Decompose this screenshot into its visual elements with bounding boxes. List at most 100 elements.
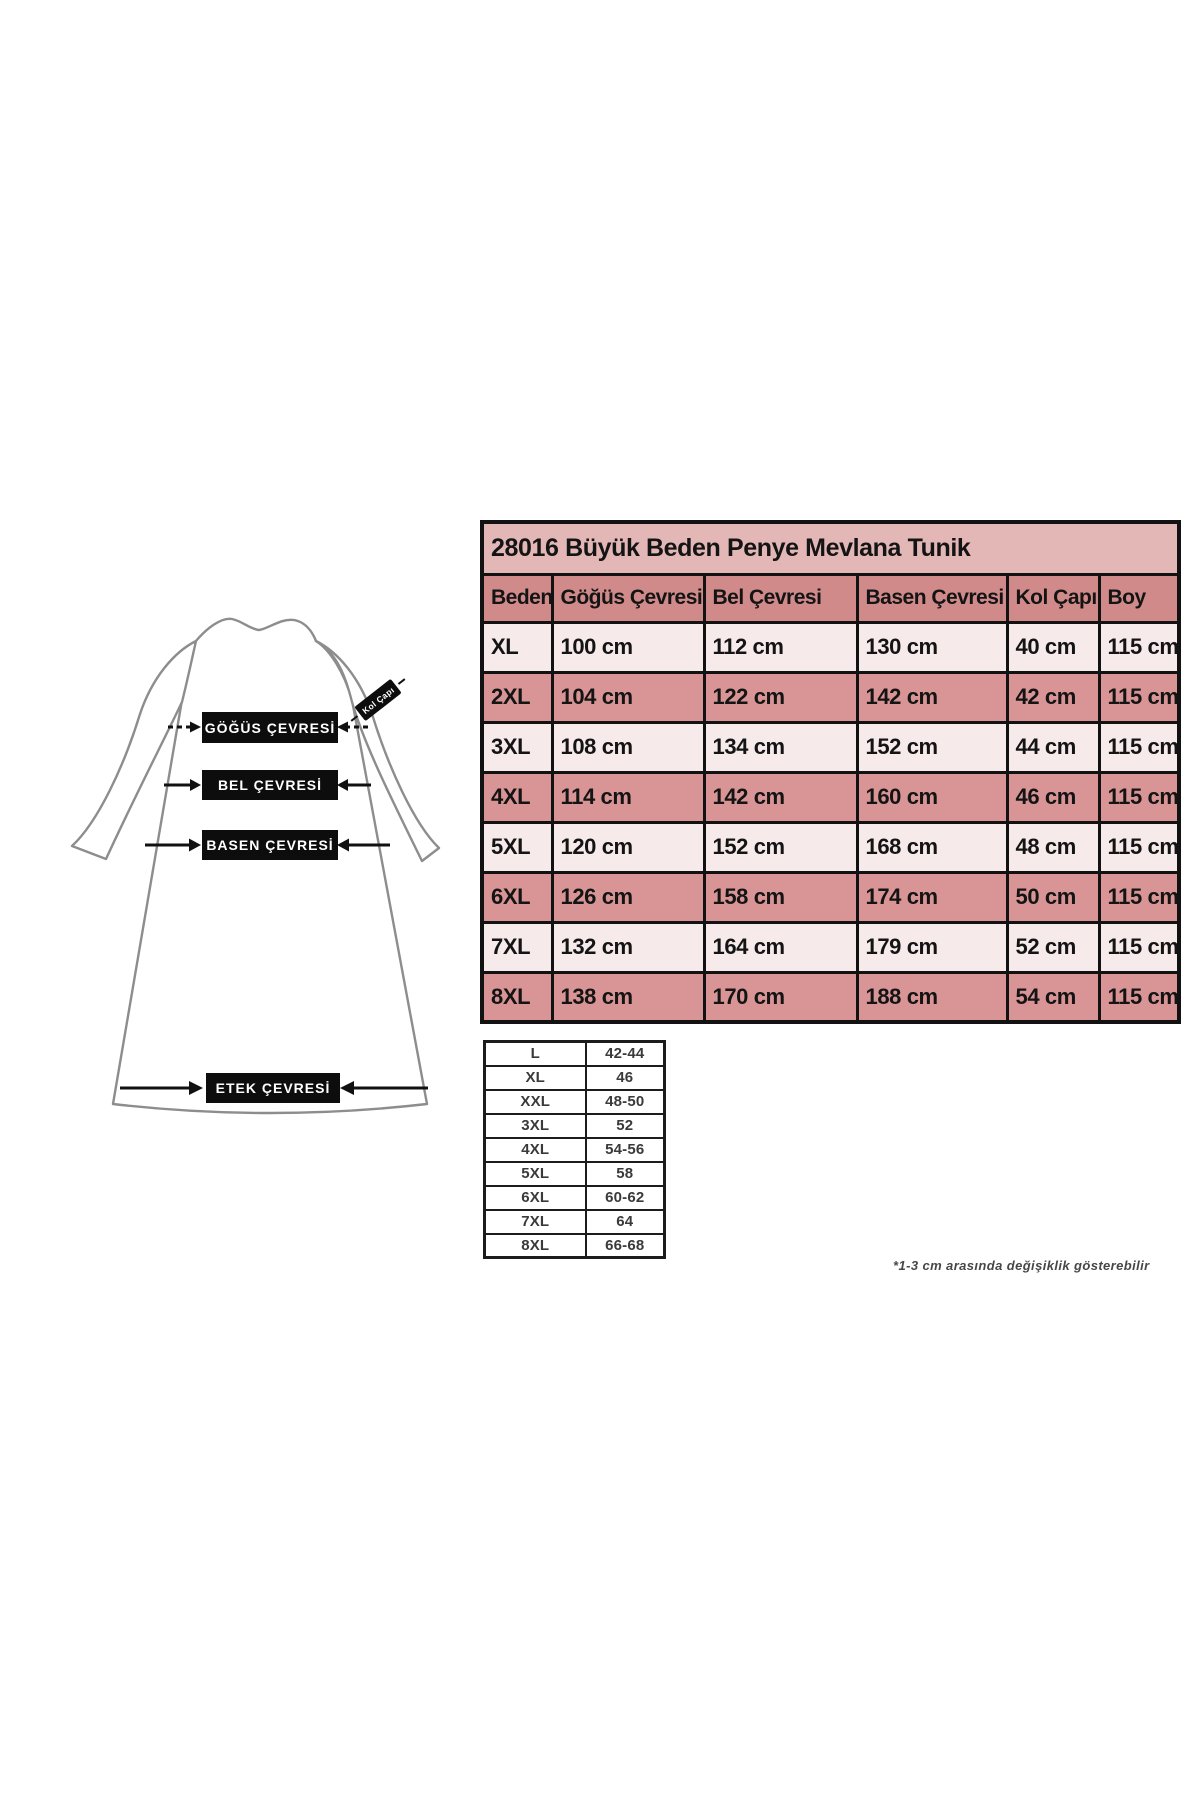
measurement-cell: 168 cm [855,820,1009,874]
conversion-value-cell: 48-50 [584,1088,666,1115]
measurement-cell: 158 cm [702,870,859,924]
chest-label-text: GÖĞÜS ÇEVRESİ [205,719,335,736]
measurement-cell: 179 cm [855,920,1009,974]
conversion-value-cell: 64 [584,1208,666,1235]
size-cell: 7XL [480,920,554,974]
conversion-row: XL 46 [483,1064,666,1091]
column-header-basen: Basen Çevresi [855,572,1009,624]
conversion-size-cell: XL [483,1064,587,1091]
hip-arrowhead-right [337,838,349,852]
conversion-row: 5XL 58 [483,1160,666,1187]
conversion-value-cell: 54-56 [584,1136,666,1163]
measurement-cell: 120 cm [550,820,706,874]
measurement-cell: 48 cm [1005,820,1101,874]
measurement-cell: 54 cm [1005,970,1101,1024]
conversion-value-cell: 58 [584,1160,666,1187]
conversion-size-cell: 6XL [483,1184,587,1211]
table-title-row: 28016 Büyük Beden Penye Mevlana Tunik [480,520,1181,576]
chest-measure-label: GÖĞÜS ÇEVRESİ [168,712,368,743]
measurement-cell: 132 cm [550,920,706,974]
conversion-size-cell: 7XL [483,1208,587,1235]
conversion-size-cell: 3XL [483,1112,587,1139]
conversion-row: L 42-44 [483,1040,666,1067]
measurement-cell: 152 cm [855,720,1009,774]
measurement-cell: 134 cm [702,720,859,774]
measurement-cell: 142 cm [702,770,859,824]
hem-label-box [206,1073,340,1103]
column-header-gogus: Göğüs Çevresi [550,572,706,624]
size-cell: XL [480,620,554,674]
measurement-cell: 142 cm [855,670,1009,724]
waist-measure-label: BEL ÇEVRESİ [164,770,371,800]
measurement-cell: 115 cm [1097,820,1181,874]
table-title: 28016 Büyük Beden Penye Mevlana Tunik [480,520,1181,576]
sleeve-tag-tick-left [350,715,359,722]
conversion-row: 6XL 60-62 [483,1184,666,1211]
table-row: 6XL 126 cm 158 cm 174 cm 50 cm 115 cm [480,870,1181,924]
conversion-row: 3XL 52 [483,1112,666,1139]
measurement-cell: 160 cm [855,770,1009,824]
table-row: XL 100 cm 112 cm 130 cm 40 cm 115 cm [480,620,1181,674]
measurement-cell: 46 cm [1005,770,1101,824]
size-cell: 4XL [480,770,554,824]
measurement-cell: 50 cm [1005,870,1101,924]
measurement-cell: 164 cm [702,920,859,974]
hip-label-text: BASEN ÇEVRESİ [206,837,333,853]
measurement-cell: 115 cm [1097,970,1181,1024]
chest-arrowhead-right [337,721,348,733]
size-cell: 8XL [480,970,554,1024]
left-sleeve-outline [70,639,198,861]
waist-arrowhead-left [190,779,201,791]
measurement-cell: 42 cm [1005,670,1101,724]
measurement-cell: 52 cm [1005,920,1101,974]
waist-label-text: BEL ÇEVRESİ [218,777,322,793]
size-cell: 6XL [480,870,554,924]
hem-measure-label: ETEK ÇEVRESİ [120,1073,428,1103]
size-cell: 3XL [480,720,554,774]
measurement-cell: 130 cm [855,620,1009,674]
table-row: 5XL 120 cm 152 cm 168 cm 48 cm 115 cm [480,820,1181,874]
conversion-size-cell: 8XL [483,1232,587,1259]
conversion-value-cell: 66-68 [584,1232,666,1259]
column-header-bel: Bel Çevresi [702,572,859,624]
conversion-size-cell: 5XL [483,1160,587,1187]
measurement-cell: 115 cm [1097,770,1181,824]
hip-arrowhead-left [189,838,201,852]
measurement-cell: 126 cm [550,870,706,924]
table-row: 4XL 114 cm 142 cm 160 cm 46 cm 115 cm [480,770,1181,824]
column-header-boy: Boy [1097,572,1181,624]
conversion-value-cell: 42-44 [584,1040,666,1067]
size-cell: 2XL [480,670,554,724]
measurement-cell: 122 cm [702,670,859,724]
hem-arrowhead-right [340,1081,354,1095]
measurement-cell: 115 cm [1097,920,1181,974]
measurement-cell: 188 cm [855,970,1009,1024]
hip-label-box [202,830,338,860]
measurement-cell: 112 cm [702,620,859,674]
measurement-cell: 115 cm [1097,720,1181,774]
conversion-row: 8XL 66-68 [483,1232,666,1259]
measurement-cell: 115 cm [1097,870,1181,924]
hem-label-text: ETEK ÇEVRESİ [216,1080,331,1096]
chest-arrowhead-left [190,721,201,733]
conversion-size-cell: 4XL [483,1136,587,1163]
column-header-kol: Kol Çapı [1005,572,1101,624]
table-row: 7XL 132 cm 164 cm 179 cm 52 cm 115 cm [480,920,1181,974]
table-row: 3XL 108 cm 134 cm 152 cm 44 cm 115 cm [480,720,1181,774]
chest-label-box [202,712,338,743]
measurement-cell: 104 cm [550,670,706,724]
measurement-cell: 138 cm [550,970,706,1024]
waist-label-box [202,770,338,800]
conversion-value-cell: 46 [584,1064,666,1091]
column-header-beden: Beden [480,572,554,624]
measurement-cell: 115 cm [1097,670,1181,724]
right-sleeve-outline [314,639,441,863]
measurement-cell: 108 cm [550,720,706,774]
conversion-size-cell: L [483,1040,587,1067]
hip-measure-label: BASEN ÇEVRESİ [145,830,390,860]
conversion-size-cell: XXL [483,1088,587,1115]
table-row: 8XL 138 cm 170 cm 188 cm 54 cm 115 cm [480,970,1181,1024]
conversion-row: 4XL 54-56 [483,1136,666,1163]
conversion-row: 7XL 64 [483,1208,666,1235]
